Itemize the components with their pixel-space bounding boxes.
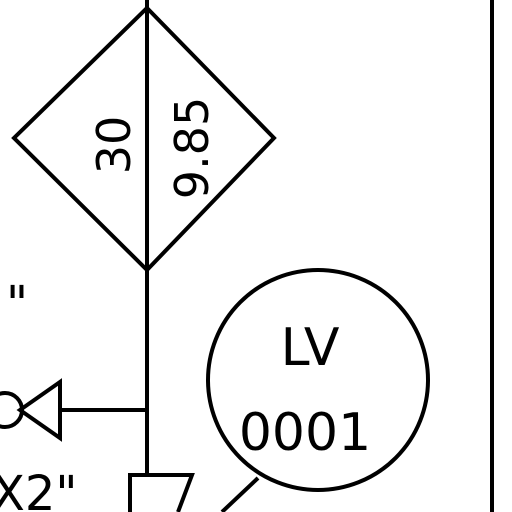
valve-symbol xyxy=(0,378,62,442)
bottom-box xyxy=(128,473,195,512)
partial-label-upper: " xyxy=(6,276,28,332)
diamond-right-value: 9.85 xyxy=(165,97,219,199)
instrument-tag-number: 0001 xyxy=(239,403,371,463)
valve-triangle xyxy=(16,378,62,442)
bubble-leader-line xyxy=(220,476,260,512)
diamond-outline xyxy=(11,5,277,273)
diamond-left-value: 30 xyxy=(87,116,141,175)
instrument-tag-letters: LV xyxy=(281,318,340,378)
valve-ball xyxy=(0,391,24,429)
instrument-bubble: LV 0001 xyxy=(206,268,430,492)
partial-label-lower: X2" xyxy=(0,466,78,512)
instrument-circle xyxy=(206,268,430,492)
diamond-symbol: 30 9.85 xyxy=(11,0,277,273)
